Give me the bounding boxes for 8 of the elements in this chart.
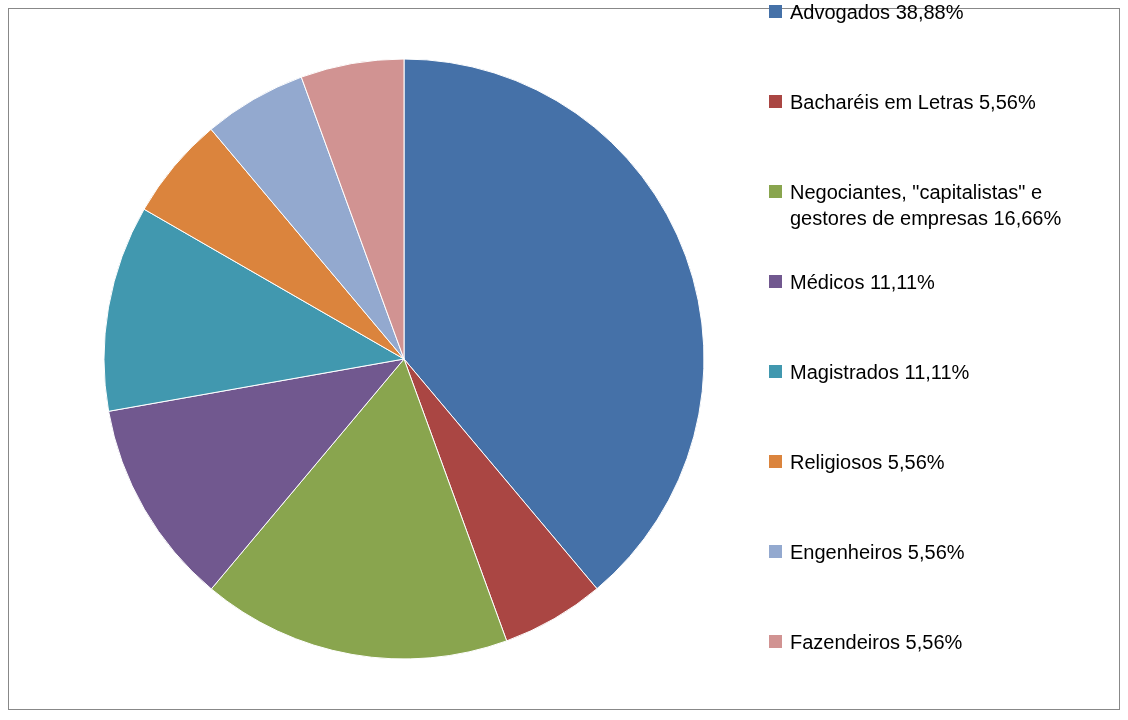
legend-label: Engenheiros 5,56%: [790, 540, 965, 565]
legend-label: Magistrados 11,11%: [790, 360, 970, 385]
legend-label: Bacharéis em Letras 5,56%: [790, 90, 1036, 115]
legend-label: Religiosos 5,56%: [790, 450, 945, 475]
legend-label: Negociantes, "capitalistas" e gestores de empresas 16,66%: [790, 180, 1063, 231]
legend-label: Advogados 38,88%: [790, 0, 964, 25]
legend-label: Fazendeiros 5,56%: [790, 630, 963, 655]
legend-label: Médicos 11,11%: [790, 270, 935, 295]
